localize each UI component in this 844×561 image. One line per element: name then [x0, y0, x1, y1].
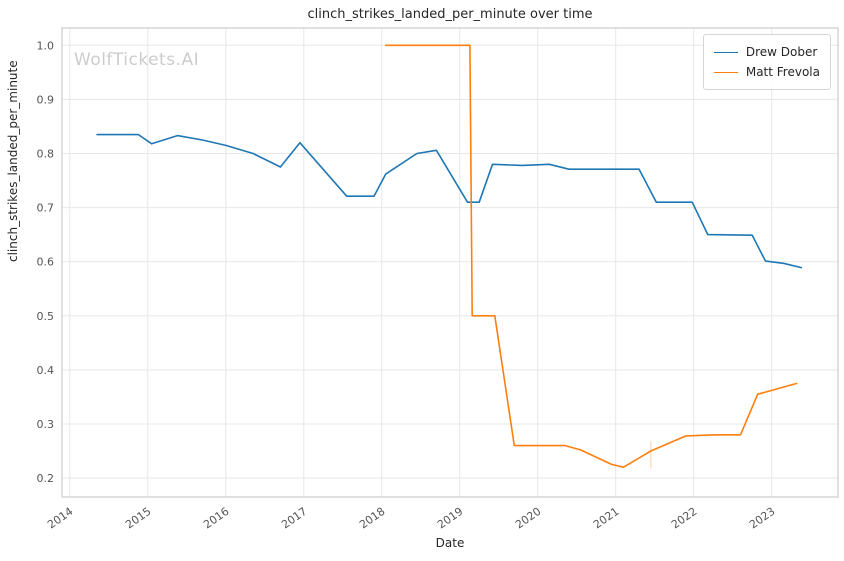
legend-item: Drew Dober	[713, 42, 820, 62]
x-tick-label: 2016	[201, 505, 231, 532]
y-tick-label: 0.2	[37, 472, 55, 485]
x-tick-label: 2022	[669, 505, 699, 532]
x-tick-label: 2023	[747, 505, 777, 532]
legend-line-sample-orange	[713, 71, 738, 73]
legend-line-sample-blue	[713, 51, 738, 53]
x-axis-label: Date	[435, 536, 465, 550]
series-line	[96, 133, 803, 269]
y-tick-label: 0.7	[37, 202, 55, 215]
x-tick-label: 2015	[123, 505, 153, 532]
x-tick-label: 2019	[435, 505, 465, 532]
x-tick-label: 2014	[45, 505, 75, 532]
chart-title: clinch_strikes_landed_per_minute over ti…	[307, 7, 593, 22]
x-tick-label: 2021	[591, 505, 621, 532]
x-tick-label: 2017	[279, 505, 309, 532]
y-tick-label: 0.8	[37, 147, 55, 160]
plot-frame	[61, 27, 839, 498]
legend-label: Matt Frevola	[745, 65, 820, 79]
y-tick-label: 0.6	[37, 256, 55, 269]
y-tick-label: 0.3	[37, 418, 55, 431]
y-tick-label: 1.0	[37, 39, 55, 52]
legend: Drew Dober Matt Frevola	[702, 34, 831, 90]
x-tick-label: 2018	[357, 505, 387, 532]
series-line	[384, 44, 798, 469]
legend-label: Drew Dober	[745, 45, 818, 59]
legend-item: Matt Frevola	[713, 62, 820, 82]
y-tick-label: 0.5	[37, 310, 55, 323]
watermark: WolfTickets.AI	[74, 50, 200, 70]
x-tick-label: 2020	[513, 505, 543, 532]
y-tick-label: 0.9	[37, 93, 55, 106]
y-tick-label: 0.4	[37, 364, 55, 377]
